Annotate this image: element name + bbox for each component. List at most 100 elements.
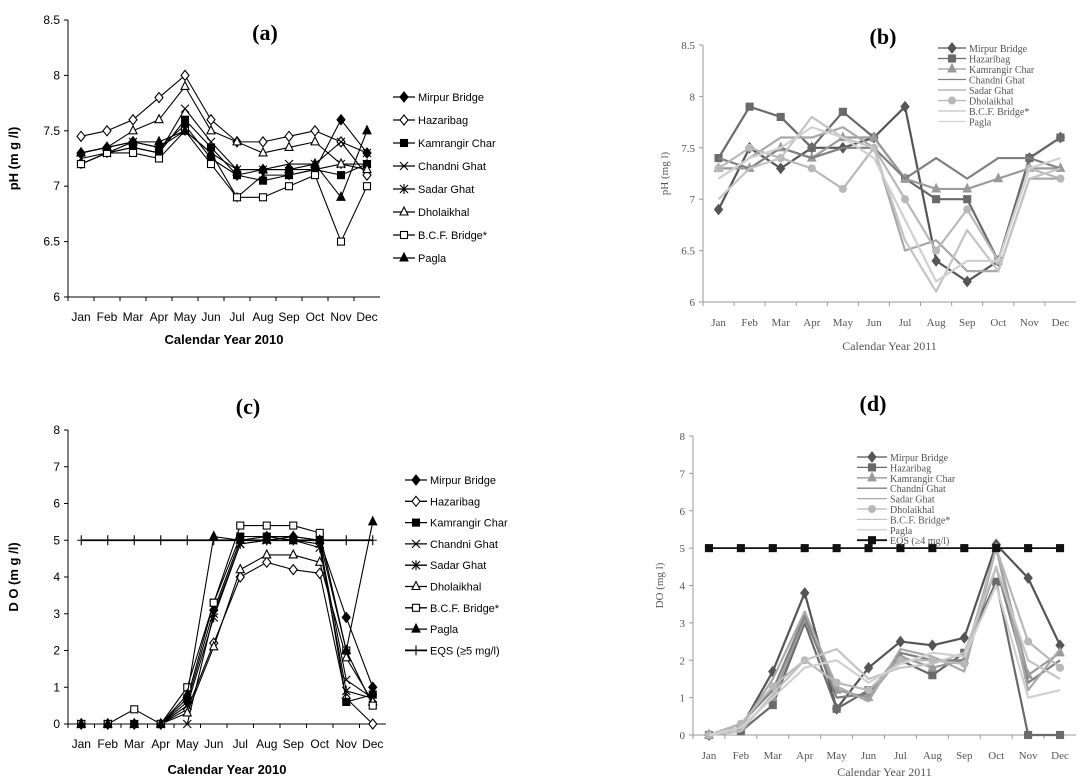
y-tick-label: 2	[680, 655, 686, 667]
data-point-chandni-ghat-10	[336, 137, 346, 147]
x-tick-label: Oct	[990, 317, 1006, 329]
legend-label: Kamrangir Char	[430, 518, 508, 530]
data-point-pagla-4	[180, 124, 190, 135]
y-tick-label: 7.5	[43, 124, 60, 138]
data-point-b-c-f-bridge-10	[336, 237, 346, 246]
legend-label: B.C.F. Bridge*	[430, 603, 500, 615]
data-point-legend-eqs-4-mg-l-0	[867, 536, 877, 545]
x-tick-label: Jun	[204, 737, 223, 751]
data-point-kamrangir-char-9	[993, 172, 1004, 183]
legend-label: Dholaikhal	[430, 582, 481, 594]
series-eqs-4-mg-l	[704, 544, 1065, 553]
x-tick-label: Jul	[229, 310, 244, 324]
data-point-mirpur-bridge-3	[800, 587, 810, 599]
legend-label: Dholaikhal	[890, 505, 935, 516]
legend-label: Sadar Ghat	[430, 560, 486, 572]
series-line-hazaribag	[80, 74, 368, 176]
series-line-chandni-ghat	[80, 108, 368, 171]
data-point-legend-chandni-ghat-0	[399, 161, 409, 171]
data-point-mirpur-bridge-0	[713, 203, 724, 216]
data-point-dholaikhal-0	[714, 164, 723, 173]
data-point-dholaikhal-7	[258, 146, 268, 157]
data-point-dholaikhal-8	[284, 141, 294, 151]
data-point-b-c-f-bridge-5	[206, 159, 216, 169]
x-tick-label: Jun	[861, 750, 877, 762]
x-tick-label: Aug	[923, 750, 942, 762]
data-point-legend-mirpur-bridge-0	[867, 451, 877, 463]
data-point-pagla-8	[284, 163, 294, 174]
x-tick-label: May	[827, 750, 848, 762]
data-point-b-c-f-bridge-11	[362, 182, 372, 191]
data-point-eqs-4-mg-l-3	[800, 544, 809, 553]
data-point-dholaikhal-11	[362, 163, 372, 174]
data-point-legend-dholaikhal-0	[867, 504, 877, 514]
data-point-eqs-5-mg-l-9	[315, 535, 324, 546]
data-point-legend-chandni-ghat-0	[411, 539, 421, 549]
x-tick-label: Jul	[894, 750, 907, 762]
data-point-legend-kamrangir-char-0	[867, 471, 877, 482]
y-tick-label: 7	[680, 468, 686, 480]
data-point-dholaikhal-4	[182, 706, 193, 717]
x-tick-label: Jun	[201, 310, 220, 324]
data-point-dholaikhal-7	[261, 548, 272, 559]
series-eqs-5-mg-l	[77, 535, 377, 546]
legend-item-chandni-ghat: Chandni Ghat	[938, 76, 1025, 87]
data-point-kamrangir-char-10	[342, 697, 351, 707]
data-point-pagla-10	[341, 644, 352, 655]
y-tick-label: 7.5	[681, 143, 695, 155]
legend-label: Pagla	[969, 118, 992, 129]
y-tick-label: 5	[53, 533, 60, 547]
x-tick-label: May	[833, 317, 854, 329]
legend-label: Pagla	[430, 624, 459, 636]
data-point-pagla-3	[155, 717, 166, 728]
legend-label: Mirpur Bridge	[418, 92, 484, 104]
data-point-eqs-4-mg-l-6	[896, 544, 905, 553]
data-point-dholaikhal-6	[235, 563, 246, 574]
data-point-b-c-f-bridge-7	[262, 521, 271, 530]
legend-label: Hazaribag	[430, 496, 480, 508]
y-tick-label: 1	[53, 680, 60, 694]
x-tick-label: Oct	[306, 310, 325, 324]
legend-item-eqs-5-mg-l: EQS (≥5 mg/l)	[405, 645, 500, 657]
legend-label: Mirpur Bridge	[969, 44, 1028, 55]
data-point-mirpur-bridge-7	[927, 639, 938, 652]
data-point-pagla-11	[367, 515, 378, 526]
data-point-hazaribag-9	[310, 124, 320, 137]
data-point-eqs-4-mg-l-8	[960, 544, 969, 553]
series-line-mirpur-bridge	[80, 119, 368, 176]
legend-item-pagla: Pagla	[393, 251, 447, 265]
data-point-hazaribag-7	[928, 671, 937, 680]
data-point-hazaribag-4	[180, 69, 190, 82]
data-point-mirpur-bridge-6	[895, 635, 906, 648]
legend-item-eqs-4-mg-l: EQS (≥4 mg/l)	[857, 536, 949, 547]
legend-item-sadar-ghat: Sadar Ghat	[857, 495, 935, 506]
legend-item-kamrangir-char: Kamrangir Char	[857, 471, 956, 485]
series-hazaribag	[76, 556, 378, 730]
series-line-b-c-f-bridge	[80, 130, 368, 243]
legend-item-pagla: Pagla	[405, 622, 459, 636]
x-tick-label: Feb	[741, 317, 758, 329]
data-point-legend-kamrangir-char-0	[947, 62, 957, 73]
data-point-hazaribag-3	[154, 91, 164, 104]
data-point-dholaikhal-8	[960, 659, 969, 669]
data-point-mirpur-bridge-7	[931, 254, 941, 267]
legend-item-dholaikhal: Dholaikhal	[405, 580, 481, 594]
series-line-pagla	[81, 521, 374, 725]
data-point-eqs-5-mg-l-0	[77, 535, 86, 546]
data-point-pagla-2	[129, 717, 140, 728]
data-point-hazaribag-7	[262, 556, 272, 569]
panel-label-d: (d)	[860, 391, 887, 416]
x-tick-label: Jan	[711, 317, 726, 329]
data-point-legend-b-c-f-bridge-0	[411, 603, 421, 612]
data-point-eqs-5-mg-l-3	[156, 535, 165, 546]
data-point-dholaikhal-11	[1056, 174, 1065, 183]
data-point-pagla-4	[182, 688, 193, 699]
x-tick-label: Nov	[330, 310, 351, 324]
data-point-kamrangir-char-4	[180, 115, 190, 124]
legend-item-pagla: Pagla	[857, 526, 913, 537]
legend-item-b-c-f-bridge: B.C.F. Bridge*	[393, 230, 488, 242]
data-point-hazaribag-11	[1056, 133, 1065, 142]
legend-item-chandni-ghat: Chandni Ghat	[393, 161, 486, 173]
legend-label: EQS (≥4 mg/l)	[890, 536, 949, 547]
data-point-b-c-f-bridge-11	[368, 701, 377, 710]
